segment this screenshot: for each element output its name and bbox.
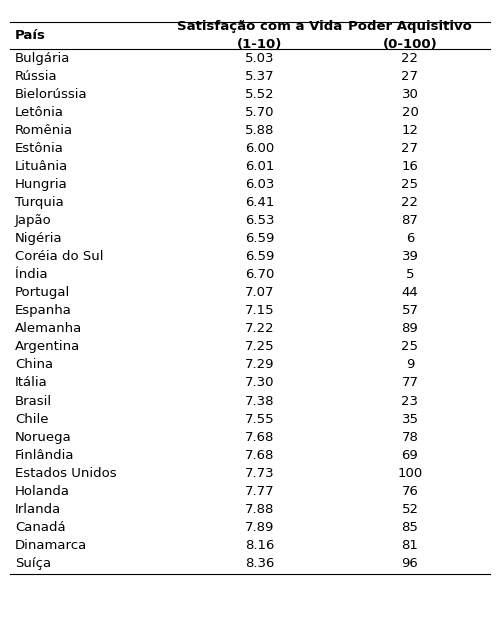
- Text: 7.07: 7.07: [245, 286, 275, 300]
- Text: Itália: Itália: [15, 377, 48, 389]
- Text: Bielorússia: Bielorússia: [15, 88, 88, 101]
- Text: 39: 39: [402, 250, 418, 264]
- Text: 76: 76: [402, 485, 418, 497]
- Text: Estônia: Estônia: [15, 142, 64, 155]
- Text: 7.15: 7.15: [245, 305, 275, 317]
- Text: 6.53: 6.53: [245, 214, 275, 228]
- Text: Índia: Índia: [15, 269, 48, 281]
- Text: 52: 52: [402, 502, 418, 516]
- Text: China: China: [15, 358, 53, 372]
- Text: 35: 35: [402, 413, 418, 425]
- Text: 27: 27: [402, 142, 418, 155]
- Text: Espanha: Espanha: [15, 305, 72, 317]
- Text: 27: 27: [402, 70, 418, 83]
- Text: 7.68: 7.68: [246, 449, 274, 461]
- Text: 23: 23: [402, 394, 418, 408]
- Text: Japão: Japão: [15, 214, 52, 228]
- Text: Alemanha: Alemanha: [15, 322, 82, 336]
- Text: 5: 5: [406, 269, 414, 281]
- Text: 77: 77: [402, 377, 418, 389]
- Text: (0-100): (0-100): [382, 38, 438, 51]
- Text: 5.88: 5.88: [246, 125, 274, 137]
- Text: Estados Unidos: Estados Unidos: [15, 466, 116, 480]
- Text: 30: 30: [402, 88, 418, 101]
- Text: 5.03: 5.03: [245, 52, 275, 65]
- Text: Dinamarca: Dinamarca: [15, 538, 88, 552]
- Text: Hungria: Hungria: [15, 178, 68, 191]
- Text: 6.41: 6.41: [246, 197, 274, 209]
- Text: Noruega: Noruega: [15, 430, 72, 444]
- Text: Romênia: Romênia: [15, 125, 73, 137]
- Text: 22: 22: [402, 197, 418, 209]
- Text: 5.37: 5.37: [245, 70, 275, 83]
- Text: Chile: Chile: [15, 413, 48, 425]
- Text: Bulgária: Bulgária: [15, 52, 70, 65]
- Text: 6.03: 6.03: [246, 178, 274, 191]
- Text: País: País: [15, 29, 46, 42]
- Text: 20: 20: [402, 106, 418, 119]
- Text: Argentina: Argentina: [15, 341, 80, 353]
- Text: 8.16: 8.16: [246, 538, 274, 552]
- Text: Canadá: Canadá: [15, 521, 66, 533]
- Text: 7.55: 7.55: [245, 413, 275, 425]
- Text: Irlanda: Irlanda: [15, 502, 61, 516]
- Text: Poder Aquisitivo: Poder Aquisitivo: [348, 20, 472, 33]
- Text: 12: 12: [402, 125, 418, 137]
- Text: 16: 16: [402, 161, 418, 173]
- Text: 8.36: 8.36: [246, 557, 274, 569]
- Text: 6: 6: [406, 233, 414, 245]
- Text: 44: 44: [402, 286, 418, 300]
- Text: 7.30: 7.30: [245, 377, 275, 389]
- Text: 7.89: 7.89: [246, 521, 274, 533]
- Text: 25: 25: [402, 178, 418, 191]
- Text: Letônia: Letônia: [15, 106, 64, 119]
- Text: Lituânia: Lituânia: [15, 161, 68, 173]
- Text: 7.29: 7.29: [245, 358, 275, 372]
- Text: 7.25: 7.25: [245, 341, 275, 353]
- Text: 25: 25: [402, 341, 418, 353]
- Text: 85: 85: [402, 521, 418, 533]
- Text: (1-10): (1-10): [238, 38, 282, 51]
- Text: Suíça: Suíça: [15, 557, 51, 569]
- Text: 7.73: 7.73: [245, 466, 275, 480]
- Text: 22: 22: [402, 52, 418, 65]
- Text: 6.70: 6.70: [246, 269, 274, 281]
- Text: 87: 87: [402, 214, 418, 228]
- Text: 96: 96: [402, 557, 418, 569]
- Text: 100: 100: [398, 466, 422, 480]
- Text: 57: 57: [402, 305, 418, 317]
- Text: Coréia do Sul: Coréia do Sul: [15, 250, 104, 264]
- Text: 7.22: 7.22: [245, 322, 275, 336]
- Text: Holanda: Holanda: [15, 485, 70, 497]
- Text: Turquia: Turquia: [15, 197, 64, 209]
- Text: Rússia: Rússia: [15, 70, 58, 83]
- Text: Finlândia: Finlândia: [15, 449, 74, 461]
- Text: 6.00: 6.00: [246, 142, 274, 155]
- Text: 5.70: 5.70: [245, 106, 275, 119]
- Text: 69: 69: [402, 449, 418, 461]
- Text: Brasil: Brasil: [15, 394, 52, 408]
- Text: Portugal: Portugal: [15, 286, 70, 300]
- Text: 81: 81: [402, 538, 418, 552]
- Text: 6.59: 6.59: [246, 250, 274, 264]
- Text: 6.01: 6.01: [246, 161, 274, 173]
- Text: 6.59: 6.59: [246, 233, 274, 245]
- Text: 7.77: 7.77: [245, 485, 275, 497]
- Text: 78: 78: [402, 430, 418, 444]
- Text: 89: 89: [402, 322, 418, 336]
- Text: Nigéria: Nigéria: [15, 233, 62, 245]
- Text: 7.68: 7.68: [246, 430, 274, 444]
- Text: 9: 9: [406, 358, 414, 372]
- Text: Satisfação com a Vida: Satisfação com a Vida: [178, 20, 342, 33]
- Text: 7.38: 7.38: [245, 394, 275, 408]
- Text: 7.88: 7.88: [246, 502, 274, 516]
- Text: 5.52: 5.52: [245, 88, 275, 101]
